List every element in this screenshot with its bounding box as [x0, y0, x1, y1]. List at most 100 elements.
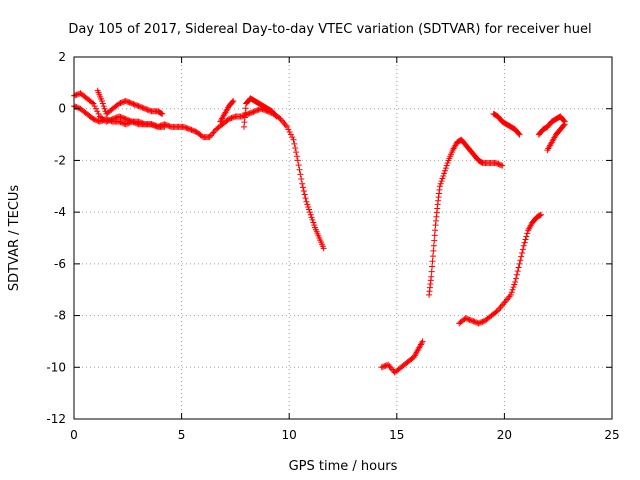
data-point — [118, 114, 125, 121]
data-point — [285, 126, 292, 133]
data-point — [125, 120, 132, 127]
data-point — [228, 115, 235, 122]
data-point — [560, 122, 567, 129]
data-point — [429, 263, 436, 270]
data-point — [152, 122, 159, 129]
data-point — [122, 121, 129, 128]
data-point — [250, 108, 257, 115]
data-point — [289, 134, 296, 141]
data-point — [145, 107, 152, 114]
data-point — [180, 123, 187, 130]
data-point — [320, 245, 327, 252]
data-point — [467, 317, 474, 324]
data-point — [478, 319, 485, 326]
data-point — [185, 125, 192, 132]
data-point — [299, 180, 306, 187]
x-tick-label: 15 — [389, 428, 404, 442]
data-point — [299, 184, 306, 191]
data-point — [514, 268, 521, 275]
data-point — [118, 119, 125, 126]
data-point — [126, 119, 133, 126]
y-tick-label: -12 — [46, 412, 66, 426]
data-point — [130, 119, 137, 126]
data-point — [476, 319, 483, 326]
data-point — [378, 364, 385, 371]
data-point — [231, 113, 238, 120]
data-point — [98, 118, 105, 125]
data-point — [272, 112, 279, 119]
data-point — [131, 101, 138, 108]
data-point — [129, 100, 136, 107]
data-point — [107, 117, 114, 124]
data-point — [292, 145, 299, 152]
data-point — [73, 91, 80, 98]
data-point — [430, 247, 437, 254]
data-point — [298, 176, 305, 183]
data-point — [517, 257, 524, 264]
data-point — [182, 124, 189, 131]
data-point — [99, 100, 106, 107]
data-point — [247, 109, 254, 116]
data-point — [74, 104, 81, 111]
data-point — [470, 318, 477, 325]
data-point — [126, 99, 133, 106]
y-tick-label: -10 — [46, 360, 66, 374]
data-point — [104, 116, 111, 123]
data-point — [437, 180, 444, 187]
data-point — [513, 275, 520, 282]
data-point — [304, 201, 311, 208]
data-point — [293, 153, 300, 160]
data-point — [117, 113, 124, 120]
data-point — [134, 120, 141, 127]
data-point — [499, 162, 506, 169]
data-point — [516, 260, 523, 267]
data-point — [92, 105, 99, 112]
data-point — [121, 115, 128, 122]
data-point — [305, 203, 312, 210]
x-tick-label: 5 — [178, 428, 186, 442]
data-point — [302, 195, 309, 202]
data-point — [229, 98, 236, 105]
data-point — [479, 318, 486, 325]
data-point — [90, 100, 97, 107]
data-point — [462, 315, 469, 322]
data-point — [311, 222, 318, 229]
data-point — [129, 118, 136, 125]
data-point — [518, 253, 525, 260]
data-point — [295, 162, 302, 169]
data-point — [187, 126, 194, 133]
data-point — [76, 90, 83, 97]
y-tick-label: -8 — [54, 309, 66, 323]
data-point — [89, 99, 96, 106]
data-point — [510, 284, 517, 291]
data-point — [516, 131, 523, 138]
data-point — [444, 160, 451, 167]
data-point — [308, 214, 315, 221]
data-point — [116, 118, 123, 125]
data-point — [492, 160, 499, 167]
data-point — [140, 105, 147, 112]
data-point — [225, 116, 232, 123]
data-point — [561, 121, 568, 128]
data-point — [463, 315, 470, 322]
data-point — [238, 113, 245, 120]
y-tick-label: 0 — [58, 102, 66, 116]
data-point — [184, 125, 191, 132]
data-point — [246, 110, 253, 117]
data-point — [229, 114, 236, 121]
data-point — [273, 113, 280, 120]
data-point — [297, 171, 304, 178]
data-point — [198, 133, 205, 140]
data-point — [99, 117, 106, 124]
data-point — [383, 362, 390, 369]
data-point — [519, 249, 526, 256]
data-point — [511, 281, 518, 288]
data-point — [294, 157, 301, 164]
data-point — [138, 104, 145, 111]
data-point — [508, 289, 515, 296]
data-point — [105, 117, 112, 124]
y-tick-label: -2 — [54, 153, 66, 167]
data-point — [230, 97, 237, 104]
data-point — [512, 278, 519, 285]
